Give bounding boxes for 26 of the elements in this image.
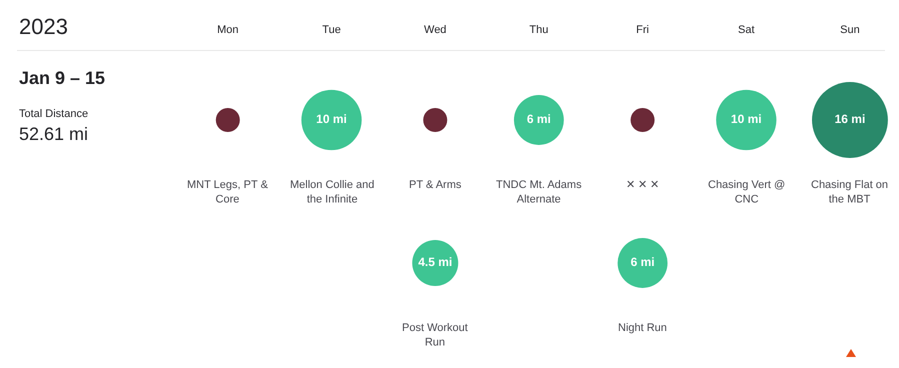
data-label: 4.5 mi bbox=[418, 255, 452, 269]
category-label: Fri bbox=[636, 24, 649, 36]
text: Chasing Flat on the MBT bbox=[811, 179, 888, 206]
data-label: 6 mi bbox=[630, 255, 655, 269]
text: ✕ ✕ ✕ bbox=[626, 179, 660, 191]
category-label: Wed bbox=[424, 24, 446, 36]
text: Jan 9 – 15 bbox=[19, 68, 106, 88]
text: PT & Arms bbox=[409, 179, 462, 191]
data-label: 16 mi bbox=[834, 112, 866, 126]
text: Post Workout Run bbox=[402, 322, 468, 348]
text: 2023 bbox=[19, 14, 68, 39]
category-label: Thu bbox=[529, 24, 548, 36]
category-label: Sun bbox=[840, 24, 860, 36]
text: Night Run bbox=[618, 322, 667, 334]
text: Mellon Collie and the Infinite bbox=[290, 179, 374, 206]
data-label: 6 mi bbox=[526, 112, 551, 126]
text: Total Distance bbox=[19, 108, 88, 120]
text: TNDC Mt. Adams Alternate bbox=[496, 179, 582, 206]
category-label: Sat bbox=[738, 24, 755, 36]
text: MNT Legs, PT & Core bbox=[187, 179, 269, 206]
text: Chasing Vert @ CNC bbox=[708, 179, 786, 206]
category-label: Mon bbox=[217, 24, 239, 36]
text: 52.61 mi bbox=[19, 124, 88, 144]
category-label: Tue bbox=[322, 24, 341, 36]
data-label: 10 mi bbox=[730, 112, 762, 126]
data-label: 10 mi bbox=[316, 112, 347, 126]
